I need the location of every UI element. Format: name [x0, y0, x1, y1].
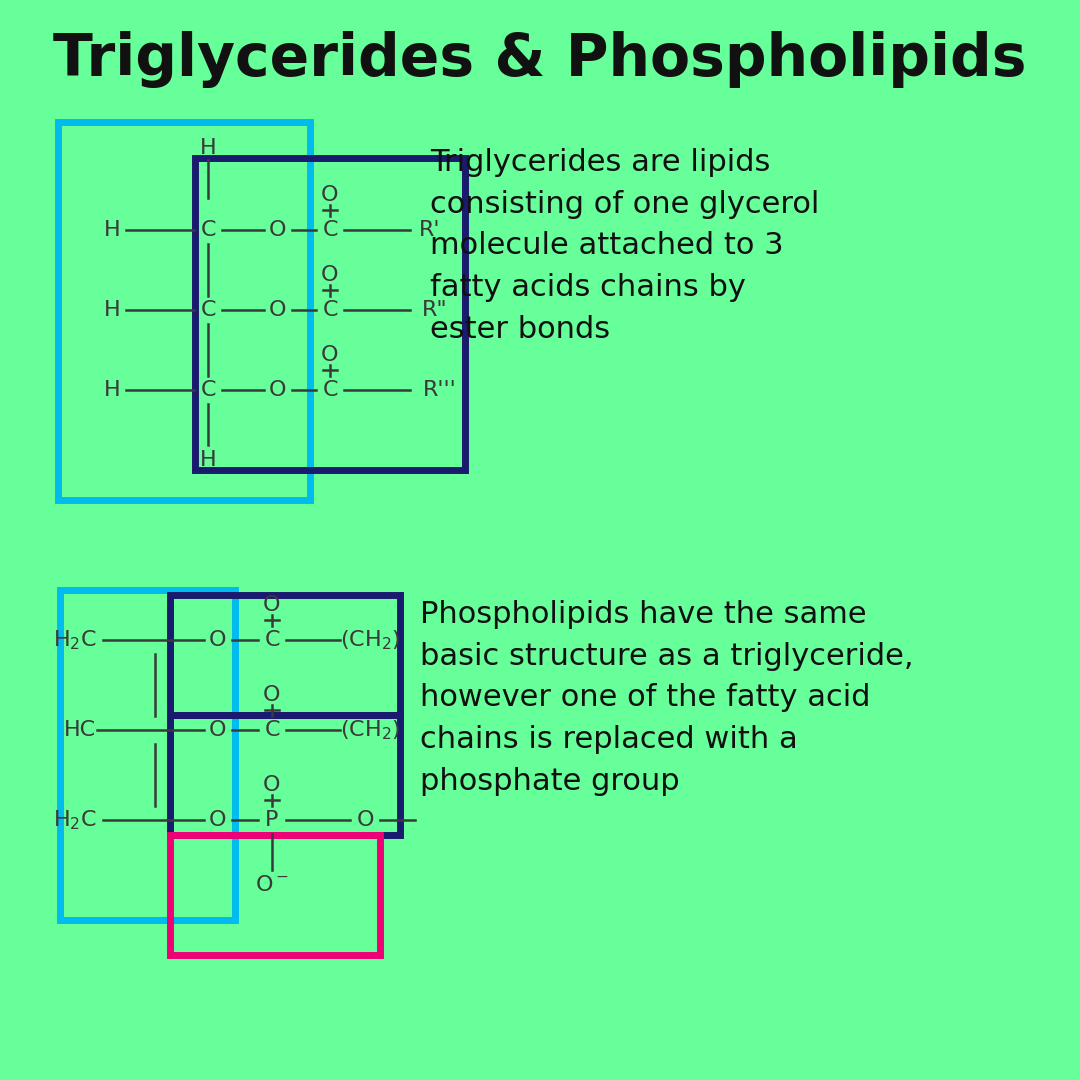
Text: P: P	[266, 810, 279, 831]
Text: HC: HC	[64, 720, 96, 740]
Text: O: O	[264, 685, 281, 705]
Text: C: C	[200, 220, 216, 240]
Text: O: O	[264, 595, 281, 615]
Text: O: O	[356, 810, 374, 831]
Text: R": R"	[422, 300, 448, 320]
Text: O: O	[321, 345, 339, 365]
Text: H: H	[200, 138, 216, 158]
Text: C: C	[265, 630, 280, 650]
Text: O: O	[269, 220, 287, 240]
Text: H: H	[104, 380, 120, 400]
Text: (CH$_2$): (CH$_2$)	[340, 629, 401, 652]
Text: R''': R'''	[423, 380, 457, 400]
Text: (CH$_2$): (CH$_2$)	[340, 718, 401, 742]
Text: O$^-$: O$^-$	[255, 875, 289, 895]
Text: O: O	[210, 720, 227, 740]
Text: H: H	[104, 300, 120, 320]
Bar	[170, 715, 400, 835]
Bar	[60, 590, 235, 920]
Text: O: O	[321, 185, 339, 205]
Text: Triglycerides & Phospholipids: Triglycerides & Phospholipids	[53, 31, 1027, 89]
Text: C: C	[265, 720, 280, 740]
Text: O: O	[210, 810, 227, 831]
Text: R': R'	[419, 220, 441, 240]
Bar	[195, 158, 465, 470]
Bar	[170, 835, 380, 955]
Text: O: O	[269, 380, 287, 400]
Text: O: O	[264, 775, 281, 795]
Text: C: C	[322, 300, 338, 320]
Text: H: H	[200, 450, 216, 470]
Text: Phospholipids have the same
basic structure as a triglyceride,
however one of th: Phospholipids have the same basic struct…	[420, 600, 914, 796]
Text: H: H	[104, 220, 120, 240]
Text: C: C	[322, 220, 338, 240]
Bar	[170, 595, 400, 715]
Text: C: C	[200, 380, 216, 400]
Text: O: O	[269, 300, 287, 320]
Text: H$_2$C: H$_2$C	[53, 808, 97, 832]
Text: Triglycerides are lipids
consisting of one glycerol
molecule attached to 3
fatty: Triglycerides are lipids consisting of o…	[430, 148, 820, 343]
Text: H$_2$C: H$_2$C	[53, 629, 97, 652]
Bar	[58, 122, 310, 500]
Text: O: O	[321, 265, 339, 285]
Text: O: O	[210, 630, 227, 650]
Text: C: C	[322, 380, 338, 400]
Text: C: C	[200, 300, 216, 320]
